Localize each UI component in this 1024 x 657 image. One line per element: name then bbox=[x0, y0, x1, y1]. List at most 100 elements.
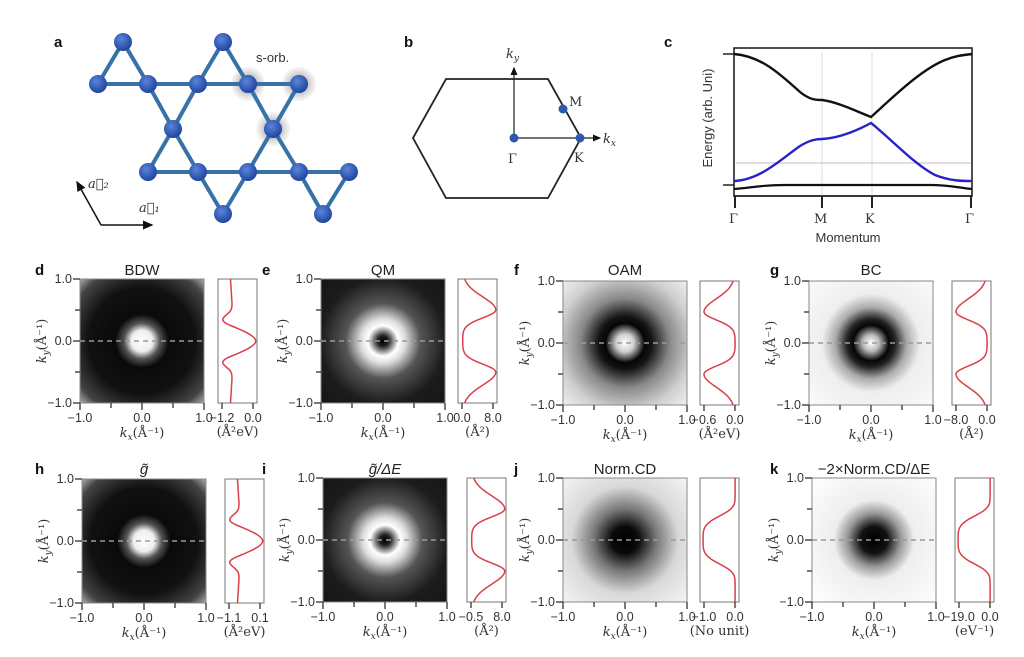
lattice-atom bbox=[114, 33, 132, 51]
kx-axis-label: kx bbox=[603, 132, 616, 149]
panel-label-k: k bbox=[770, 461, 779, 478]
profile-curve bbox=[955, 280, 988, 406]
x-tick-label: 0.0 bbox=[376, 610, 393, 624]
y-tick-label: 1.0 bbox=[784, 274, 801, 288]
panel-title: −2×Norm.CD/ΔE bbox=[818, 461, 931, 478]
y-tick-label: −1.0 bbox=[47, 396, 72, 410]
lattice-atom bbox=[189, 75, 207, 93]
x-axis-title: kx(Å⁻¹) bbox=[603, 624, 648, 642]
panel-title: OAM bbox=[608, 262, 642, 279]
y-tick-label: 1.0 bbox=[57, 472, 74, 486]
x-axis-title: kx(Å⁻¹) bbox=[122, 625, 167, 643]
y-tick-label: −1.0 bbox=[530, 595, 555, 609]
x-tick-label: 0.0 bbox=[865, 610, 882, 624]
lattice-atoms bbox=[89, 33, 358, 223]
y-tick-label: 1.0 bbox=[787, 471, 804, 485]
y-tick-label: −1.0 bbox=[779, 595, 804, 609]
x-tick-label: −1.0 bbox=[797, 413, 822, 427]
lattice-atom bbox=[239, 163, 257, 181]
lattice-atom bbox=[139, 75, 157, 93]
profile-frame bbox=[466, 477, 507, 603]
x-tick-label: 1.0 bbox=[438, 610, 455, 624]
lattice-atom bbox=[314, 205, 332, 223]
x-tick-label: 0.0 bbox=[616, 610, 633, 624]
profile-tick-label: −19.0 bbox=[943, 610, 975, 624]
y-axis-title: ky(Å⁻¹) bbox=[34, 319, 52, 364]
x-tick-label: 1.0 bbox=[678, 610, 695, 624]
x-tick-label: 1.0 bbox=[927, 610, 944, 624]
kagome-lattice bbox=[89, 33, 358, 223]
panel-title: BC bbox=[861, 262, 882, 279]
panel-label-c: c bbox=[664, 34, 672, 51]
x-tick-label: −1.0 bbox=[309, 411, 334, 425]
panel-title: Norm.CD bbox=[594, 461, 657, 478]
profile-tick-label: −1.0 bbox=[692, 610, 717, 624]
y-axis-title: ky(Å⁻¹) bbox=[36, 519, 54, 564]
panel-label-f: f bbox=[514, 262, 520, 279]
profile-unit-label: (Å²eV) bbox=[217, 424, 259, 440]
panel-label-i: i bbox=[262, 461, 266, 478]
upper-band-line bbox=[733, 52, 973, 119]
y-axis-title: ky(Å⁻¹) bbox=[763, 321, 781, 366]
profile-tick-label: 0.0 bbox=[453, 411, 470, 425]
profile-frame bbox=[951, 280, 992, 406]
panel-g: g BC 1.0 −1.0 0.0 0.0 −1.0 1.0 ky(Å⁻¹) kx(Å⁻¹) −8.… bbox=[763, 262, 996, 445]
profile-curve bbox=[703, 280, 736, 406]
profile-unit-label: (Å²eV) bbox=[699, 426, 741, 442]
profile-frame bbox=[699, 280, 740, 406]
x-tick-label: −1.0 bbox=[551, 610, 576, 624]
profile-tick-label: −1.2 bbox=[210, 411, 235, 425]
y-tick-label: 1.0 bbox=[538, 274, 555, 288]
gamma-point-marker bbox=[509, 133, 519, 143]
y-axis-title: ky(Å⁻¹) bbox=[275, 319, 293, 364]
vector-a2-label: a⃗₂ bbox=[88, 177, 109, 192]
vector-a1-label: a⃗₁ bbox=[139, 201, 160, 216]
y-axis-title: ky(Å⁻¹) bbox=[517, 518, 535, 563]
lattice-atom bbox=[164, 120, 182, 138]
panel-label-h: h bbox=[35, 461, 44, 478]
brillouin-zone-hexagon bbox=[411, 78, 583, 199]
x-tick-label: 1.0 bbox=[197, 611, 214, 625]
lattice-atom bbox=[139, 163, 157, 181]
profile-tick-label: −0.6 bbox=[692, 413, 717, 427]
profile-unit-label: (eV⁻¹) bbox=[955, 624, 994, 639]
panel-a: a s-orb. a⃗₂ a⃗₁ bbox=[54, 33, 358, 230]
x-tick-label: 0.0 bbox=[374, 411, 391, 425]
y-tick-label: 0.0 bbox=[298, 533, 315, 547]
x-tick-label: 1.0 bbox=[678, 413, 695, 427]
x-axis-title: kx(Å⁻¹) bbox=[852, 624, 897, 642]
profile-curve bbox=[228, 478, 264, 604]
panel-title: QM bbox=[371, 262, 395, 279]
profile-curve bbox=[221, 278, 257, 404]
profile-tick-label: 0.1 bbox=[251, 611, 268, 625]
panel-h: h g̃ 1.0 −1.0 0.0 0.0 −1.0 1.0 ky(Å⁻¹) kx(Å⁻¹) −1.… bbox=[35, 461, 269, 643]
x-tick-label: 1.0 bbox=[924, 413, 941, 427]
band-plot-frame bbox=[733, 47, 973, 197]
panel-b: b ky kx Γ M K bbox=[404, 34, 616, 199]
panel-e: e QM1.0−1.00.00.0−1.01.0ky(Å⁻¹)kx(Å⁻¹)0.0… bbox=[262, 262, 502, 443]
y-tick-label: −1.0 bbox=[530, 398, 555, 412]
y-tick-label: 0.0 bbox=[538, 336, 555, 350]
profile-frame bbox=[699, 477, 740, 603]
profile-tick-label: −1.1 bbox=[217, 611, 242, 625]
m-point-marker bbox=[558, 104, 568, 114]
profile-curve bbox=[957, 478, 991, 602]
y-tick-label: −1.0 bbox=[288, 396, 313, 410]
x-tick-label: 0.0 bbox=[135, 611, 152, 625]
panel-label-d: d bbox=[35, 262, 44, 279]
gamma-point-label: Γ bbox=[508, 152, 517, 167]
y-tick-label: −1.0 bbox=[290, 595, 315, 609]
profile-frame bbox=[224, 478, 265, 604]
lattice-atom bbox=[290, 163, 308, 181]
y-tick-label: 0.0 bbox=[296, 334, 313, 348]
m-point-label: M bbox=[569, 95, 582, 110]
lattice-atom bbox=[290, 75, 308, 93]
y-axis-title: ky(Å⁻¹) bbox=[277, 518, 295, 563]
lattice-vectors: a⃗₂ a⃗₁ bbox=[76, 177, 160, 230]
y-tick-label: 0.0 bbox=[57, 534, 74, 548]
panel-label-a: a bbox=[54, 34, 63, 51]
profile-tick-label: 0.0 bbox=[978, 413, 995, 427]
profile-tick-label: 8.0 bbox=[493, 610, 510, 624]
profile-tick-label: 0.0 bbox=[726, 610, 743, 624]
profile-tick-label: 0.0 bbox=[726, 413, 743, 427]
